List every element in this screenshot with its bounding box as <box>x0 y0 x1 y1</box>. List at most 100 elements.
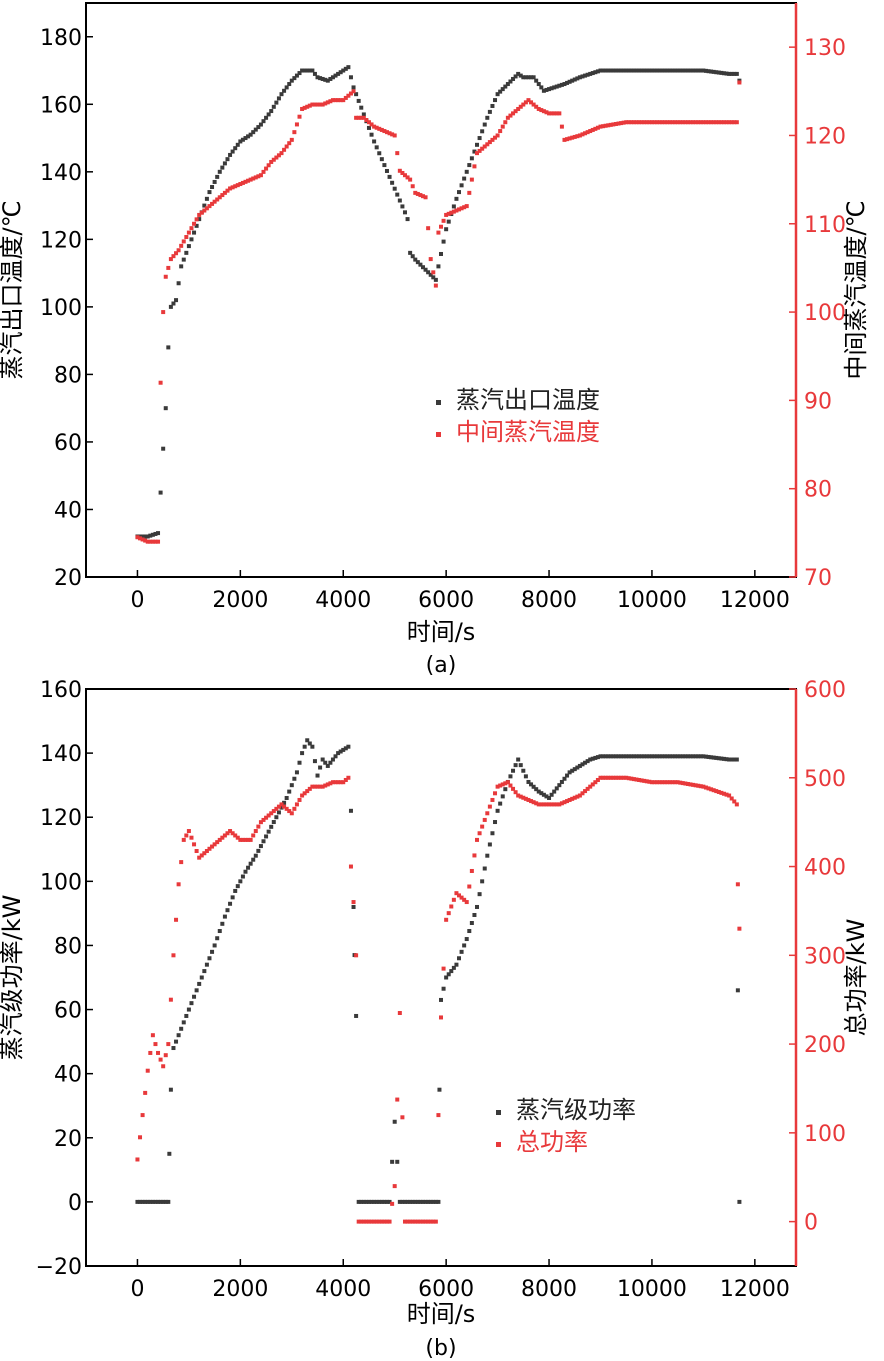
data-point <box>523 75 528 80</box>
data-point <box>150 1199 155 1204</box>
data-point <box>176 1033 181 1038</box>
y-tick-label: 60 <box>54 431 82 456</box>
data-point <box>547 802 552 807</box>
data-point <box>238 879 243 884</box>
data-point <box>634 120 639 125</box>
data-point <box>662 68 667 73</box>
data-point <box>454 208 459 213</box>
data-point <box>629 754 634 759</box>
data-point <box>595 69 600 74</box>
data-point <box>158 380 163 385</box>
data-point <box>475 151 480 156</box>
data-point <box>639 120 644 125</box>
data-point <box>611 775 616 780</box>
data-point <box>601 754 606 759</box>
data-point <box>163 406 168 411</box>
data-point <box>359 1199 364 1204</box>
data-point <box>593 126 598 131</box>
data-point <box>698 754 703 759</box>
y-tick-label: 100 <box>40 870 82 895</box>
data-point <box>709 787 714 792</box>
data-point <box>163 274 168 279</box>
data-point <box>199 853 204 858</box>
data-point <box>665 780 670 785</box>
data-point <box>495 92 500 97</box>
data-point <box>562 137 567 142</box>
legend-label-intermediate-steam-temp: 中间蒸汽温度 <box>456 418 600 446</box>
data-point <box>670 120 675 125</box>
data-point <box>619 121 624 126</box>
data-point <box>521 102 526 107</box>
data-point <box>323 77 328 82</box>
legend-marker-steam-outlet-temp <box>436 400 441 405</box>
data-point <box>297 71 302 76</box>
data-point <box>212 943 217 948</box>
y-tick-label: 40 <box>54 1063 82 1088</box>
data-point <box>721 756 726 761</box>
data-point <box>729 120 734 125</box>
data-point <box>222 190 227 195</box>
data-point <box>315 773 320 778</box>
data-point <box>338 70 343 75</box>
data-point <box>585 786 590 791</box>
data-point <box>472 853 477 858</box>
data-point <box>526 779 531 784</box>
data-point <box>433 277 438 282</box>
data-point <box>176 281 181 286</box>
data-point <box>379 1219 384 1224</box>
data-point <box>541 109 546 114</box>
data-point <box>518 794 523 799</box>
chart-panel-b: 0 2000 4000 6000 8000 10000 12000 −20020406080… <box>0 678 870 1361</box>
data-point <box>179 860 184 865</box>
data-point <box>439 1015 443 1020</box>
data-point <box>372 1199 377 1204</box>
data-point <box>590 127 595 132</box>
data-point <box>145 1068 150 1073</box>
data-point <box>197 855 202 860</box>
data-point <box>639 754 644 759</box>
data-point <box>246 865 251 870</box>
data-point <box>300 68 305 73</box>
data-point <box>493 98 498 103</box>
data-point <box>271 820 276 825</box>
data-point <box>588 784 593 789</box>
data-point <box>240 137 245 142</box>
data-point <box>657 120 662 125</box>
data-point <box>294 122 299 127</box>
data-point <box>472 912 477 917</box>
data-point <box>575 76 580 81</box>
data-point <box>420 194 425 199</box>
data-point <box>459 206 464 211</box>
data-point <box>202 203 207 208</box>
data-point <box>657 68 662 73</box>
data-point <box>444 917 449 922</box>
data-point <box>408 1199 413 1204</box>
data-point <box>683 68 688 73</box>
data-point <box>544 110 549 115</box>
data-point <box>467 163 472 168</box>
data-point <box>186 230 191 235</box>
data-point <box>307 786 312 791</box>
data-point <box>292 76 297 81</box>
data-point <box>444 227 449 232</box>
data-point <box>642 68 647 73</box>
data-point <box>637 120 642 125</box>
data-point <box>243 869 248 874</box>
data-point <box>601 124 606 129</box>
data-point <box>585 130 590 135</box>
data-point <box>611 68 616 73</box>
data-point <box>552 85 557 90</box>
data-point <box>526 75 531 80</box>
data-point <box>649 68 654 73</box>
data-point <box>588 129 593 134</box>
data-point <box>575 794 580 799</box>
data-point <box>580 132 585 137</box>
data-point <box>444 212 449 217</box>
data-point <box>451 965 456 970</box>
data-point <box>567 770 572 775</box>
data-point <box>359 1219 364 1224</box>
data-point <box>539 85 544 90</box>
data-point <box>557 111 562 116</box>
data-point <box>565 80 570 85</box>
